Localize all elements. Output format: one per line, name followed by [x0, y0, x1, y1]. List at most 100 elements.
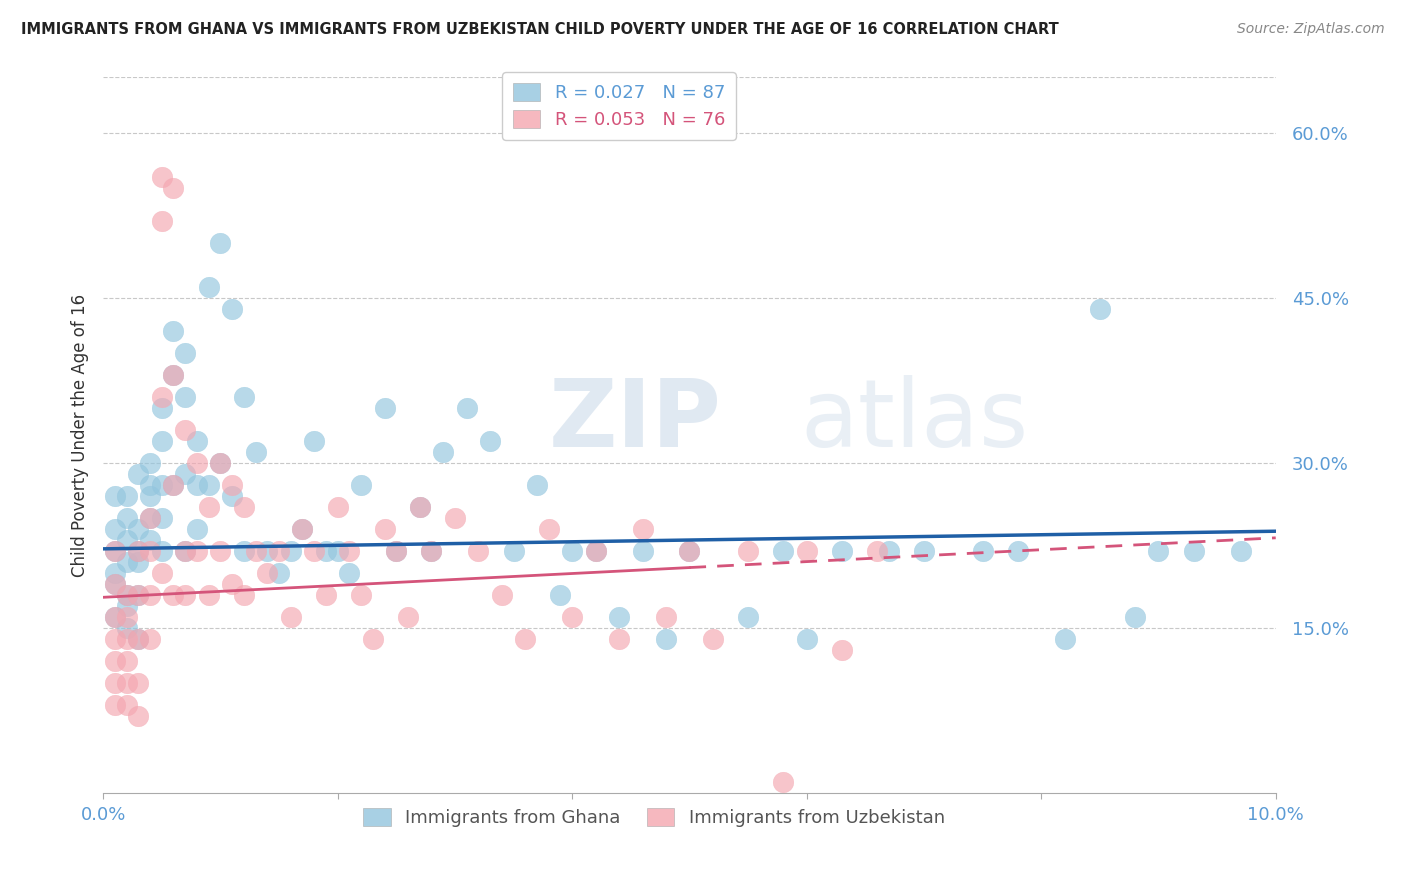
- Point: [186, 544, 208, 558]
- Point: [115, 533, 138, 547]
- Point: [232, 544, 254, 558]
- Point: [174, 544, 197, 558]
- Point: [162, 324, 184, 338]
- Point: [385, 544, 408, 558]
- Point: [678, 544, 700, 558]
- Point: [866, 544, 889, 558]
- Point: [256, 566, 278, 580]
- Point: [1229, 544, 1251, 558]
- Point: [221, 489, 243, 503]
- Point: [174, 346, 197, 360]
- Point: [315, 544, 337, 558]
- Point: [409, 500, 432, 514]
- Point: [150, 213, 173, 227]
- Point: [912, 544, 935, 558]
- Point: [1053, 632, 1076, 647]
- Point: [139, 533, 162, 547]
- Point: [245, 544, 267, 558]
- Point: [877, 544, 900, 558]
- Point: [256, 544, 278, 558]
- Point: [186, 456, 208, 470]
- Point: [162, 588, 184, 602]
- Point: [702, 632, 724, 647]
- Point: [550, 588, 572, 602]
- Point: [1088, 301, 1111, 316]
- Point: [209, 235, 232, 250]
- Point: [186, 434, 208, 448]
- Point: [491, 588, 513, 602]
- Point: [232, 500, 254, 514]
- Point: [1123, 610, 1146, 624]
- Point: [104, 544, 127, 558]
- Point: [396, 610, 419, 624]
- Point: [337, 544, 360, 558]
- Point: [150, 478, 173, 492]
- Point: [1007, 544, 1029, 558]
- Point: [607, 632, 630, 647]
- Point: [115, 555, 138, 569]
- Point: [291, 522, 314, 536]
- Point: [432, 445, 454, 459]
- Point: [737, 544, 759, 558]
- Point: [537, 522, 560, 536]
- Point: [515, 632, 537, 647]
- Legend: Immigrants from Ghana, Immigrants from Uzbekistan: Immigrants from Ghana, Immigrants from U…: [356, 801, 952, 834]
- Point: [104, 610, 127, 624]
- Point: [104, 632, 127, 647]
- Point: [420, 544, 443, 558]
- Point: [139, 456, 162, 470]
- Point: [115, 621, 138, 635]
- Point: [115, 599, 138, 613]
- Point: [186, 522, 208, 536]
- Point: [139, 478, 162, 492]
- Point: [350, 588, 373, 602]
- Point: [150, 401, 173, 415]
- Point: [221, 301, 243, 316]
- Point: [479, 434, 502, 448]
- Point: [139, 544, 162, 558]
- Point: [197, 588, 219, 602]
- Point: [444, 511, 467, 525]
- Point: [209, 456, 232, 470]
- Point: [104, 654, 127, 668]
- Text: IMMIGRANTS FROM GHANA VS IMMIGRANTS FROM UZBEKISTAN CHILD POVERTY UNDER THE AGE : IMMIGRANTS FROM GHANA VS IMMIGRANTS FROM…: [21, 22, 1059, 37]
- Point: [221, 577, 243, 591]
- Point: [267, 544, 290, 558]
- Point: [232, 588, 254, 602]
- Point: [374, 522, 396, 536]
- Point: [456, 401, 478, 415]
- Point: [209, 456, 232, 470]
- Point: [127, 632, 149, 647]
- Point: [162, 368, 184, 382]
- Point: [150, 511, 173, 525]
- Point: [139, 489, 162, 503]
- Point: [150, 390, 173, 404]
- Point: [326, 500, 349, 514]
- Text: Source: ZipAtlas.com: Source: ZipAtlas.com: [1237, 22, 1385, 37]
- Point: [127, 544, 149, 558]
- Point: [174, 423, 197, 437]
- Point: [127, 709, 149, 723]
- Point: [385, 544, 408, 558]
- Point: [291, 522, 314, 536]
- Point: [972, 544, 994, 558]
- Point: [150, 566, 173, 580]
- Point: [139, 511, 162, 525]
- Point: [162, 478, 184, 492]
- Point: [127, 588, 149, 602]
- Point: [115, 588, 138, 602]
- Point: [115, 511, 138, 525]
- Point: [127, 544, 149, 558]
- Point: [197, 279, 219, 293]
- Point: [174, 588, 197, 602]
- Point: [104, 544, 127, 558]
- Point: [326, 544, 349, 558]
- Point: [631, 522, 654, 536]
- Point: [585, 544, 607, 558]
- Point: [607, 610, 630, 624]
- Point: [245, 445, 267, 459]
- Point: [127, 632, 149, 647]
- Point: [115, 676, 138, 690]
- Text: atlas: atlas: [801, 375, 1029, 467]
- Point: [561, 610, 583, 624]
